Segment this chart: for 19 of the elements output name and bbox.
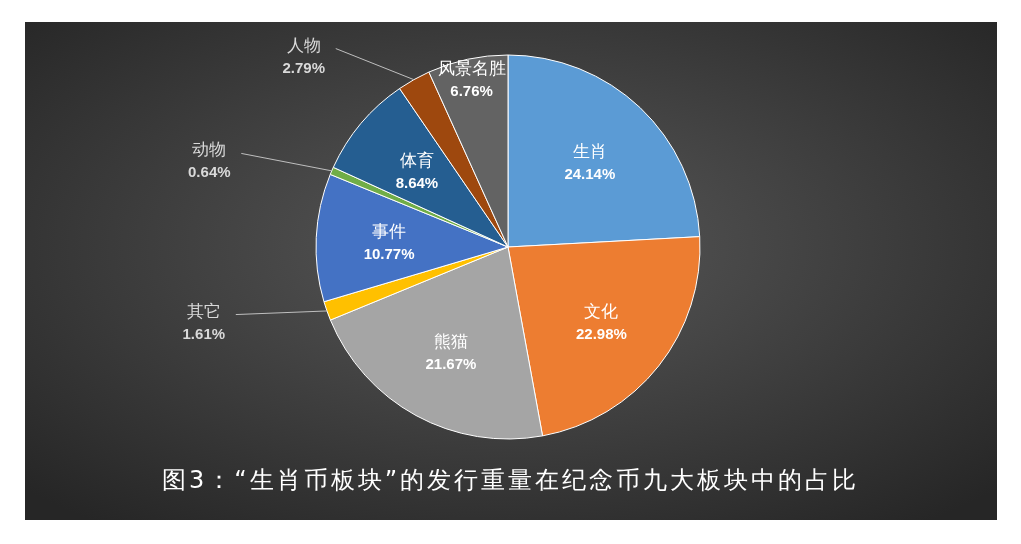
data-label: 24.14% xyxy=(564,164,616,182)
data-label: 22.98% xyxy=(576,324,627,342)
slice-label: 人物 xyxy=(286,34,321,55)
slice-label: 文化 xyxy=(584,300,619,321)
text: 图3：“生肖币板块”的发行重量在纪念币九大板块中的占比 xyxy=(161,466,860,494)
slice-label: 生肖 xyxy=(572,140,607,161)
slice-label: 动物 xyxy=(192,139,227,160)
slice-label: 事件 xyxy=(372,221,407,242)
data-label: 2.79% xyxy=(282,58,326,76)
data-label: 8.64% xyxy=(395,174,439,192)
data-label: 10.77% xyxy=(363,245,415,263)
data-label: 21.67% xyxy=(425,355,477,373)
slice-label: 风景名胜 xyxy=(437,58,506,79)
slice-label: 体育 xyxy=(399,150,434,171)
data-label: 6.76% xyxy=(450,82,493,100)
slice-label: 熊猫 xyxy=(433,331,468,352)
data-label: 0.64% xyxy=(188,163,231,181)
data-label: 1.61% xyxy=(182,324,226,342)
slice-label: 其它 xyxy=(186,300,221,321)
